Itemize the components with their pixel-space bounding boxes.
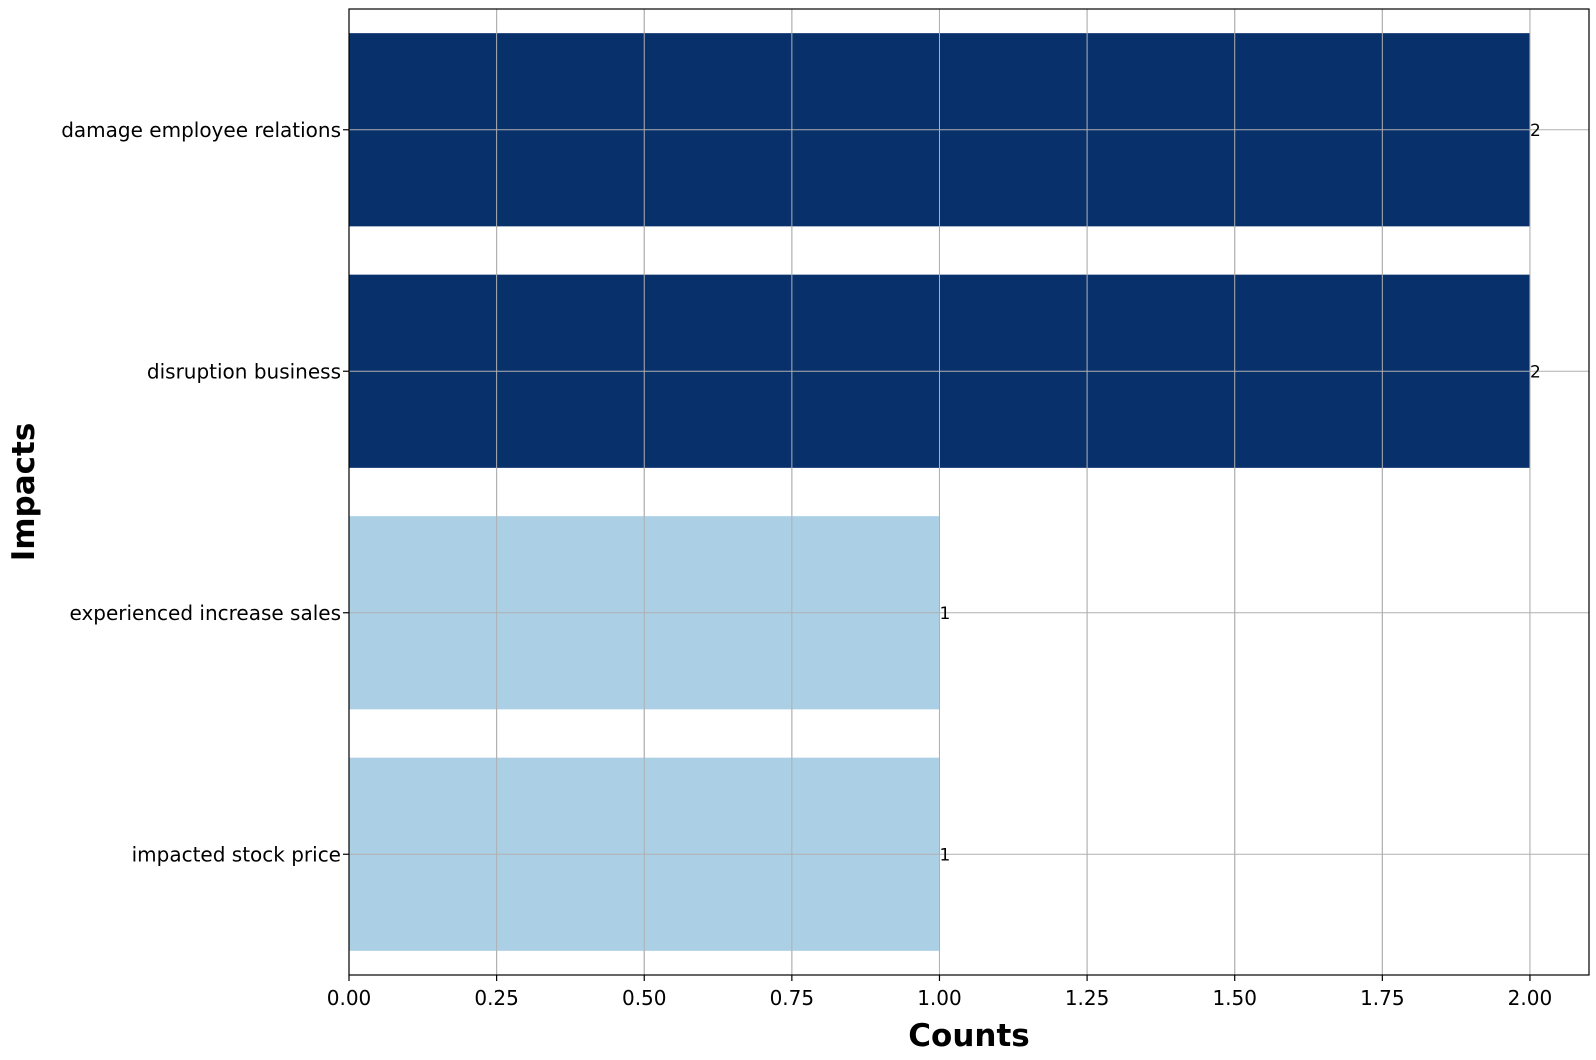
x-tick-label: 0.75	[770, 986, 815, 1010]
data-label: 2	[1530, 362, 1541, 382]
x-tick-label: 0.25	[474, 986, 519, 1010]
x-tick-label: 2.00	[1508, 986, 1553, 1010]
y-tick-label: experienced increase sales	[69, 601, 341, 625]
data-label: 2	[1530, 121, 1541, 141]
y-axis-title: Impacts	[6, 423, 42, 562]
x-tick-label: 0.00	[327, 986, 372, 1010]
data-labels: 2 2 1 1	[939, 121, 1540, 866]
data-label: 1	[939, 845, 950, 865]
x-axis: 0.00 0.25 0.50 0.75 1.00 1.25 1.50 1.75 2.00	[327, 975, 1552, 1010]
x-tick-label: 1.00	[917, 986, 962, 1010]
y-tick-label: damage employee relations	[61, 118, 341, 142]
x-tick-label: 1.25	[1065, 986, 1110, 1010]
y-axis: damage employee relations disruption busi…	[61, 118, 349, 866]
y-tick-label: disruption business	[147, 359, 341, 383]
y-tick-label: impacted stock price	[132, 842, 341, 866]
x-tick-label: 1.50	[1212, 986, 1257, 1010]
plot-frame	[348, 8, 1590, 976]
x-tick-label: 0.50	[622, 986, 667, 1010]
x-axis-title: Counts	[908, 1018, 1029, 1054]
x-tick-label: 1.75	[1360, 986, 1405, 1010]
data-label: 1	[939, 604, 950, 624]
